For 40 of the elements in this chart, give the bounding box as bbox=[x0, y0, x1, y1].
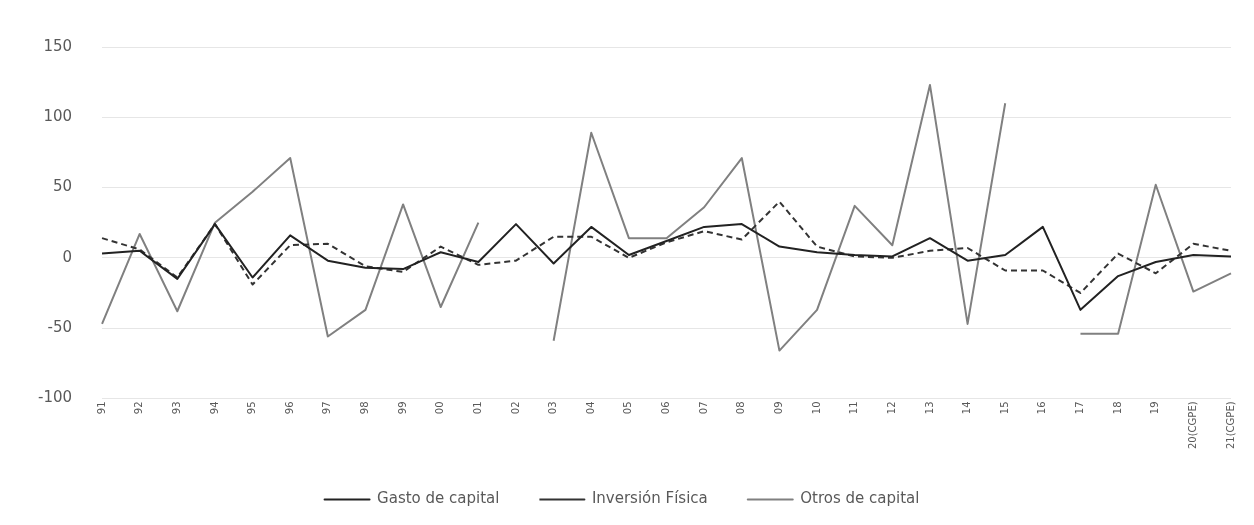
x-tick-label: 00 bbox=[434, 401, 446, 415]
x-tick-label: 19 bbox=[1149, 401, 1161, 415]
x-tick-label: 93 bbox=[170, 401, 182, 415]
x-tick-label: 91 bbox=[95, 401, 107, 415]
x-tick-label: 03 bbox=[547, 401, 559, 415]
x-tick-label: 10 bbox=[810, 401, 822, 415]
x-tick-label: 02 bbox=[509, 401, 521, 415]
x-tick-label: 04 bbox=[584, 401, 596, 415]
x-tick-label: 13 bbox=[923, 401, 935, 415]
x-tick-label: 18 bbox=[1111, 401, 1123, 415]
x-tick-label: 08 bbox=[735, 401, 747, 415]
y-tick-label: 100 bbox=[43, 107, 73, 126]
x-tick-label: 07 bbox=[697, 401, 709, 415]
legend-label: Otros de capital bbox=[800, 489, 920, 508]
x-tick-label: 95 bbox=[246, 401, 258, 415]
x-tick-label: 92 bbox=[133, 401, 145, 415]
x-tick-label: 20(CGPE) bbox=[1186, 401, 1198, 449]
legend-label: Inversión Física bbox=[591, 489, 708, 508]
x-tick-label: 98 bbox=[359, 401, 371, 415]
x-tick-label: 01 bbox=[471, 401, 483, 415]
x-tick-label: 06 bbox=[660, 401, 672, 415]
x-tick-label: 97 bbox=[321, 401, 333, 415]
y-tick-label: -50 bbox=[47, 318, 73, 336]
y-tick-label: 50 bbox=[52, 177, 73, 196]
x-tick-label: 15 bbox=[998, 401, 1010, 415]
x-tick-label: 94 bbox=[208, 401, 220, 415]
x-tick-label: 09 bbox=[773, 401, 785, 415]
y-tick-label: -100 bbox=[38, 388, 73, 407]
x-tick-label: 14 bbox=[961, 401, 973, 415]
x-tick-label: 12 bbox=[885, 401, 897, 415]
legend-label: Gasto de capital bbox=[377, 489, 500, 508]
x-tick-label: 96 bbox=[283, 401, 295, 415]
x-tick-label: 11 bbox=[848, 401, 860, 415]
x-tick-label: 21(CGPE) bbox=[1224, 401, 1236, 449]
x-tick-label: 99 bbox=[396, 401, 408, 415]
x-tick-label: 05 bbox=[622, 401, 634, 415]
x-tick-label: 16 bbox=[1036, 401, 1048, 415]
x-tick-label: 17 bbox=[1074, 401, 1086, 415]
y-tick-label: 150 bbox=[43, 36, 73, 55]
y-tick-label: 0 bbox=[62, 247, 73, 266]
